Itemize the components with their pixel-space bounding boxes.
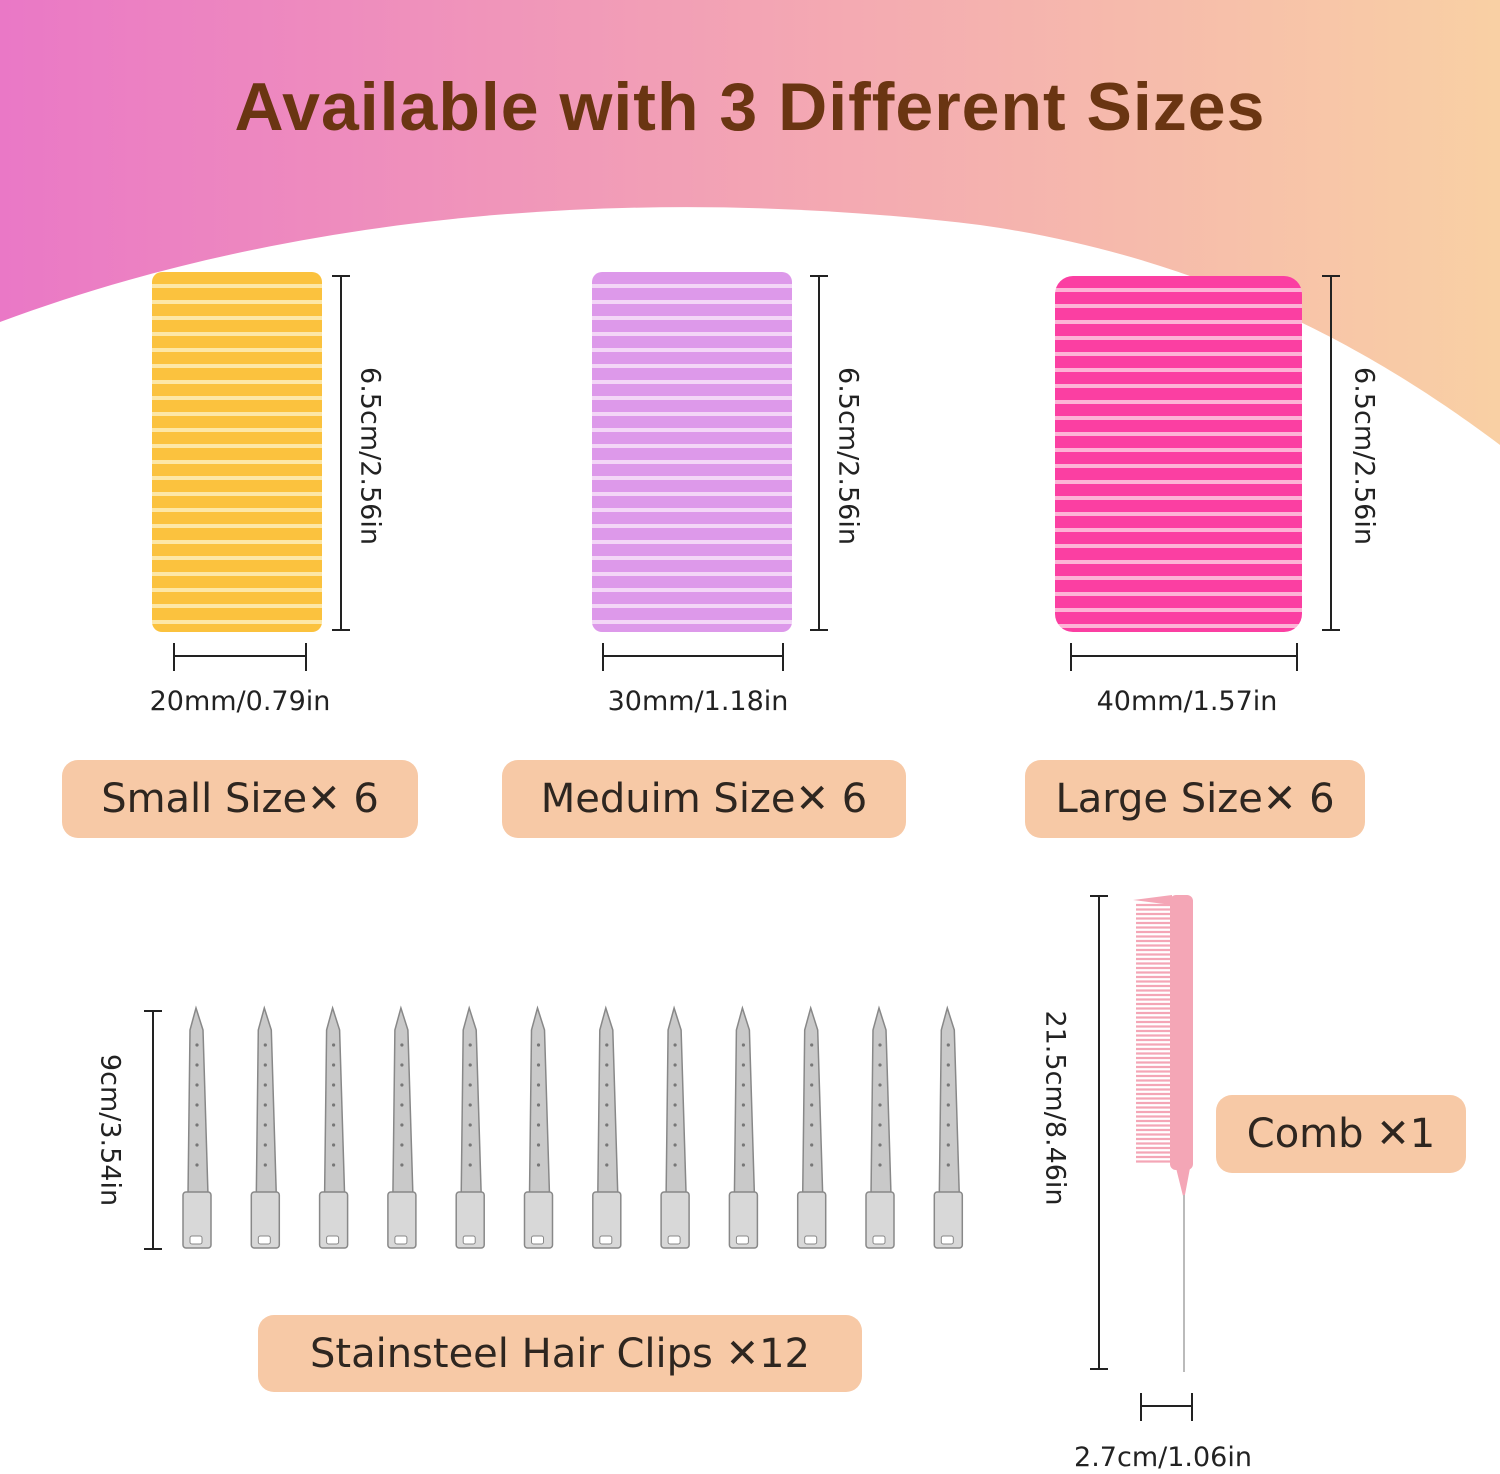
- hair-clip: [318, 1005, 349, 1249]
- medium-width-label: 30mm/1.18in: [607, 686, 789, 717]
- hair-clip: [592, 1005, 622, 1249]
- clip-height-dimension-line: [144, 1010, 162, 1250]
- hair-clip: [933, 1005, 964, 1249]
- large-width-dimension-line: [1070, 643, 1298, 671]
- large-size-badge: Large Size✕ 6: [1025, 760, 1365, 838]
- comb-height-dimension-line: [1090, 895, 1108, 1370]
- small-height-dimension-line: [332, 275, 350, 631]
- clips-badge: Stainsteel Hair Clips ✕12: [258, 1315, 862, 1392]
- hair-clip: [182, 1005, 212, 1249]
- hair-clip: [796, 1005, 827, 1249]
- comb-height-label: 21.5cm/8.46in: [1039, 1010, 1071, 1206]
- medium-size-badge: Meduim Size✕ 6: [502, 760, 906, 838]
- large-height-dimension-line: [1322, 275, 1340, 631]
- large-roller-image: [1055, 276, 1302, 632]
- hair-clip: [660, 1005, 690, 1249]
- small-width-label: 20mm/0.79in: [149, 686, 331, 717]
- small-roller-image: [152, 272, 322, 632]
- hair-clip: [455, 1005, 485, 1249]
- small-size-badge: Small Size✕ 6: [62, 760, 418, 838]
- small-width-dimension-line: [173, 643, 307, 671]
- comb-width-dimension-line: [1140, 1393, 1193, 1421]
- medium-roller-image: [592, 272, 792, 632]
- hair-clip: [250, 1005, 281, 1249]
- large-width-label: 40mm/1.57in: [1096, 686, 1278, 717]
- hair-clip: [523, 1005, 554, 1249]
- medium-height-dimension-line: [810, 275, 828, 631]
- comb-badge: Comb ✕1: [1216, 1095, 1466, 1173]
- page-title: Available with 3 Different Sizes: [234, 69, 1266, 145]
- hair-clip: [865, 1005, 895, 1249]
- medium-width-dimension-line: [602, 643, 784, 671]
- hair-clip: [387, 1005, 417, 1249]
- hair-clip: [728, 1005, 759, 1249]
- comb-width-label: 2.7cm/1.06in: [1074, 1442, 1252, 1473]
